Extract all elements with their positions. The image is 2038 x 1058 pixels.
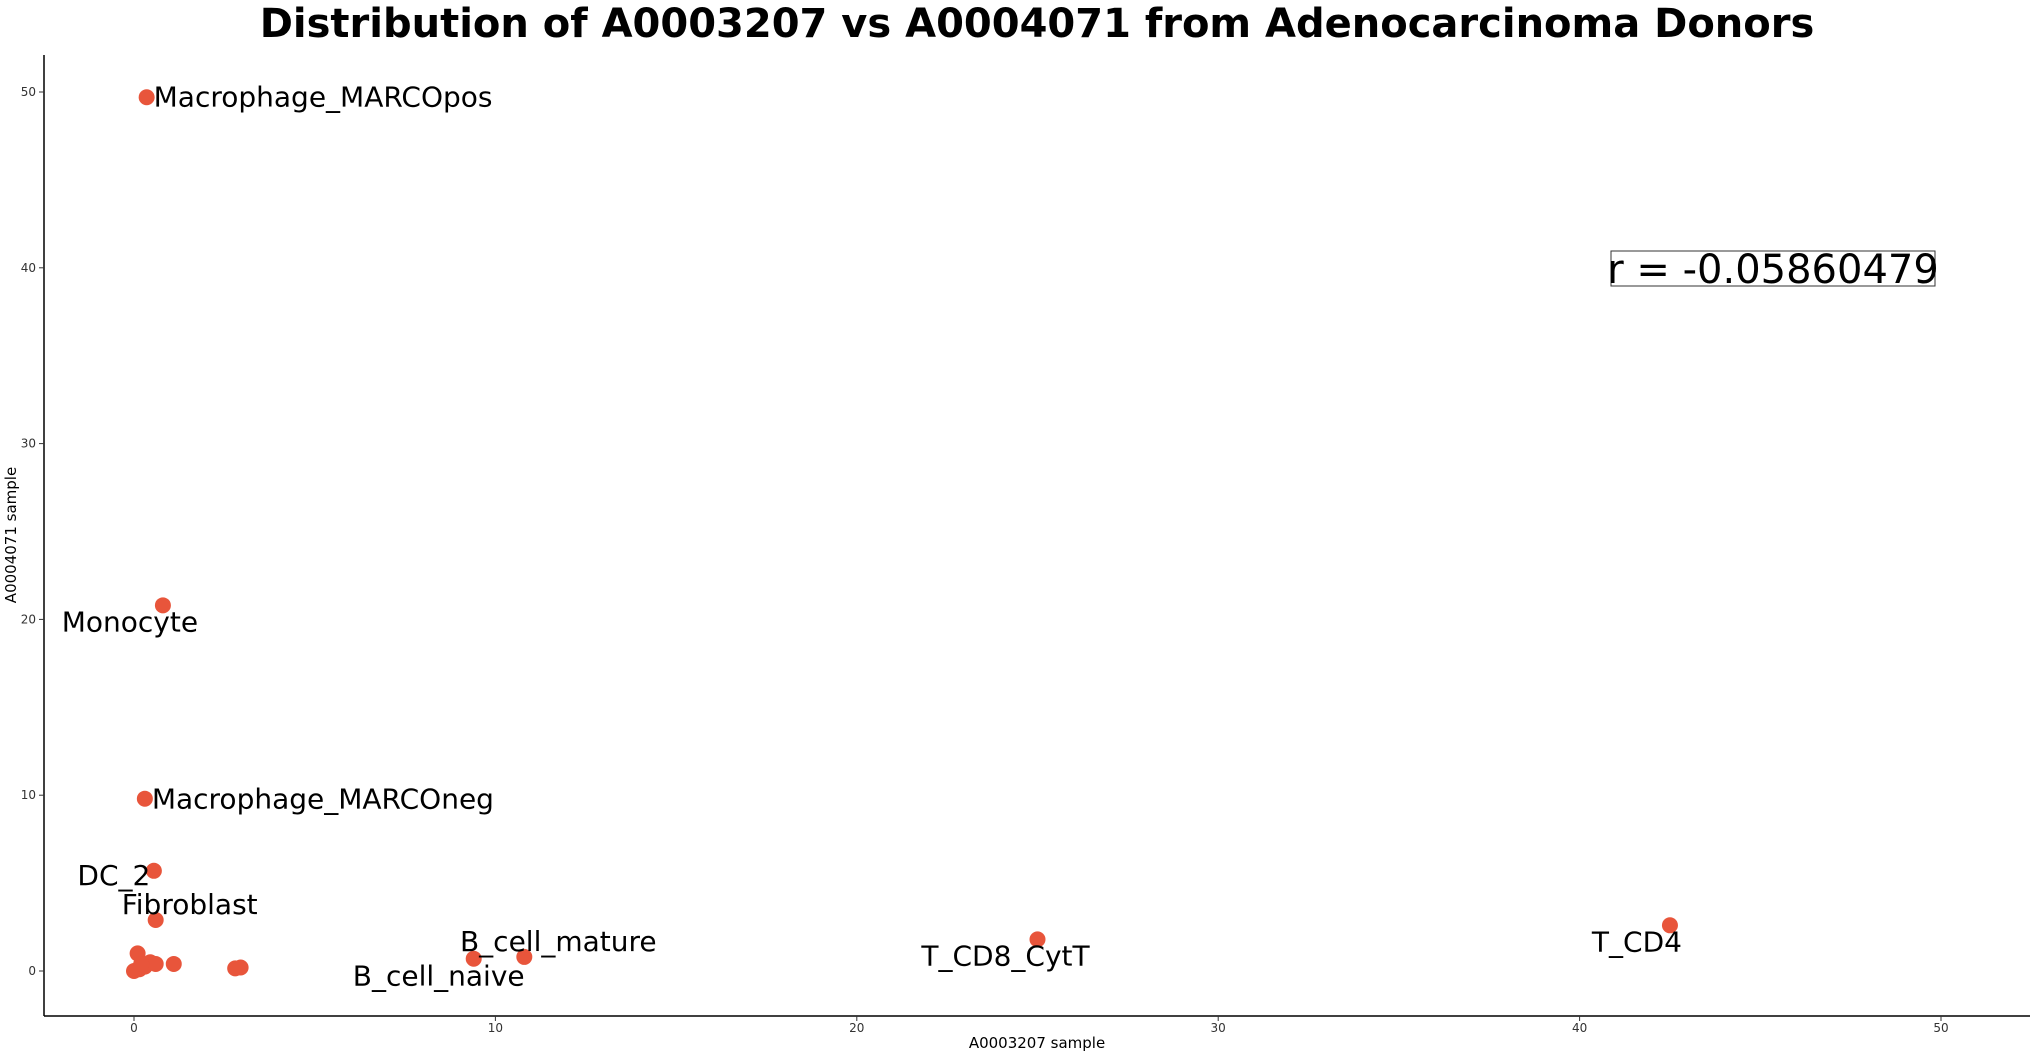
data-point: [138, 89, 155, 106]
y-tick-label: 10: [21, 788, 36, 802]
data-point: [136, 790, 153, 807]
data-point: [154, 597, 171, 614]
x-tick-label: 0: [130, 1021, 138, 1035]
point-label: T_CD8_CytT: [920, 939, 1090, 972]
point-label: B_cell_mature: [460, 925, 657, 958]
x-tick-label: 40: [1572, 1021, 1587, 1035]
data-point: [1661, 917, 1678, 934]
point-label: B_cell_naive: [353, 960, 525, 993]
correlation-text: r = -0.05860479: [1607, 247, 1939, 293]
x-ticks: 0 10 20 30 40 50: [130, 1016, 1949, 1035]
chart-title: Distribution of A0003207 vs A0004071 fro…: [260, 1, 1815, 47]
point-labels: Macrophage_MARCOpos Monocyte Macrophage_MA…: [62, 80, 1682, 992]
correlation-box: [1610, 250, 1936, 287]
x-tick-label: 50: [1933, 1021, 1948, 1035]
y-axis-title: A0004071 sample: [2, 467, 20, 603]
data-points: [126, 89, 1678, 979]
y-tick-label: 30: [21, 437, 36, 451]
x-tick-label: 30: [1211, 1021, 1226, 1035]
data-point: [145, 862, 162, 879]
data-point: [133, 955, 150, 972]
x-axis-title: A0003207 sample: [969, 1034, 1105, 1052]
point-label: Monocyte: [62, 605, 198, 638]
axes: [43, 55, 2030, 1017]
data-point: [465, 950, 482, 967]
point-label: T_CD4: [1591, 925, 1682, 958]
point-label: Macrophage_MARCOpos: [154, 80, 493, 113]
y-tick-label: 50: [21, 85, 36, 99]
data-point: [232, 959, 249, 976]
y-tick-label: 20: [21, 612, 36, 626]
point-label: DC_2: [77, 859, 150, 892]
x-tick-label: 10: [488, 1021, 503, 1035]
y-tick-label: 0: [28, 964, 36, 978]
data-point: [516, 948, 533, 965]
correlation-annotation: r = -0.05860479: [1607, 247, 1939, 293]
point-label: Macrophage_MARCOneg: [152, 783, 494, 816]
data-point: [147, 955, 164, 972]
data-point: [165, 955, 182, 972]
x-tick-label: 20: [849, 1021, 864, 1035]
y-tick-label: 40: [21, 261, 36, 275]
data-point: [147, 912, 164, 929]
y-ticks: 0 10 20 30 40 50: [21, 85, 44, 978]
data-point: [1029, 931, 1046, 948]
point-label: Fibroblast: [122, 888, 258, 921]
